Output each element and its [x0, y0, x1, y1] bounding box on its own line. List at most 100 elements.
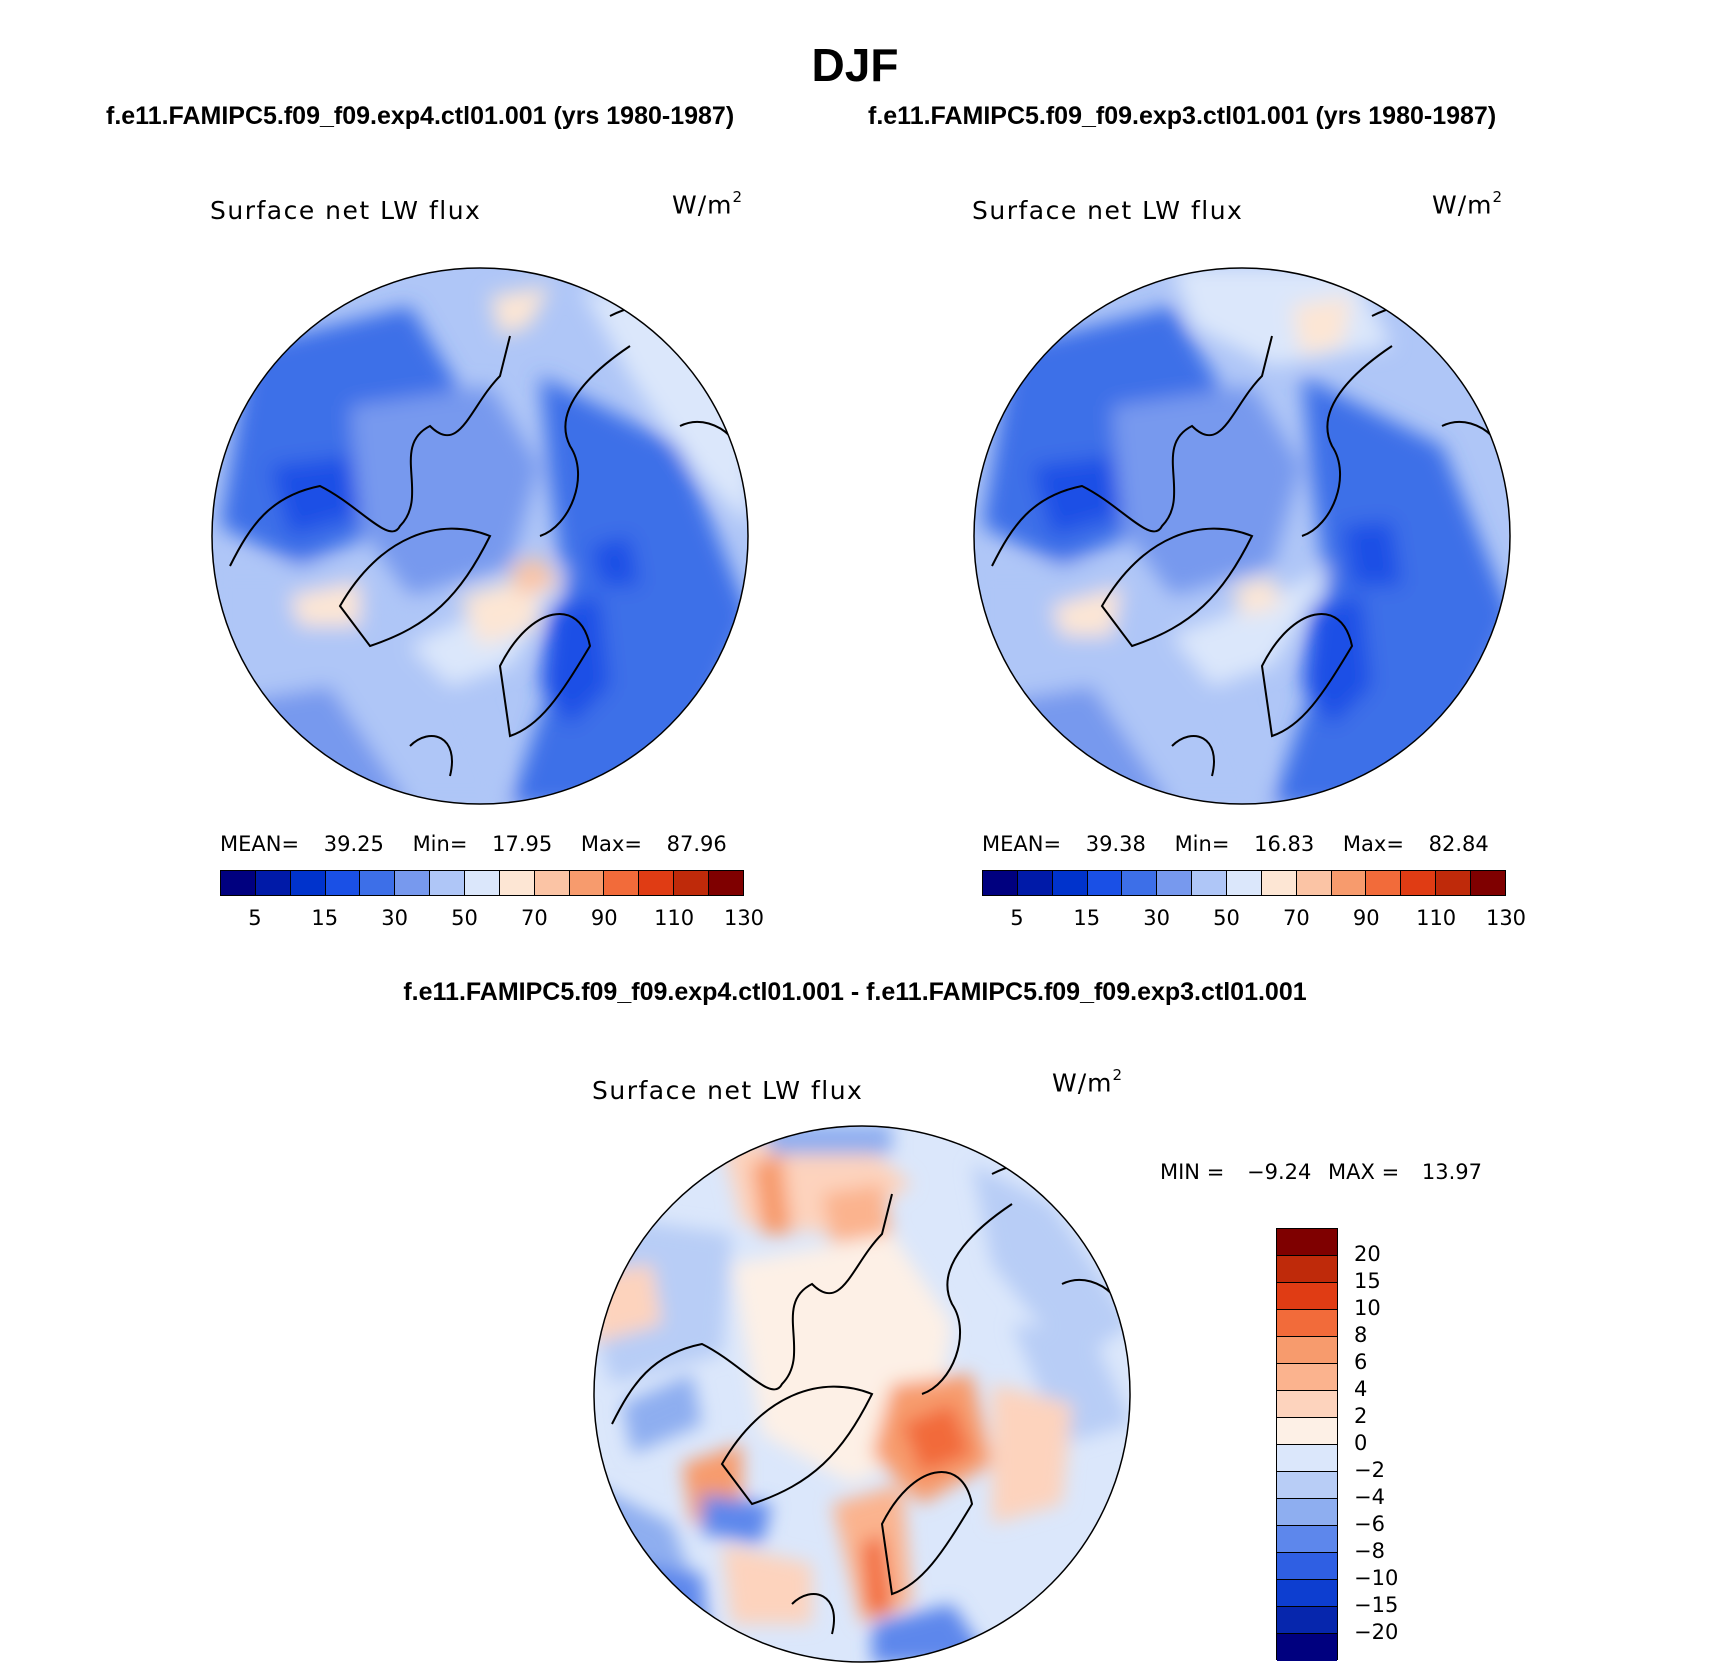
left-min-value: 17.95	[492, 832, 553, 856]
diff-colorbar-swatch	[1277, 1445, 1337, 1472]
left-colorbar-tick-label: 30	[381, 906, 409, 930]
diff-colorbar-tick-label: 8	[1354, 1323, 1368, 1347]
left-colorbar-swatch	[709, 871, 743, 895]
diff-colorbar-tick-label: −15	[1354, 1593, 1399, 1617]
left-colorbar-tick-label: 90	[590, 906, 618, 930]
diff-colorbar-swatch	[1277, 1472, 1337, 1499]
diff-colorbar-swatch	[1277, 1256, 1337, 1283]
right-colorbar-swatch	[1122, 871, 1158, 895]
right-mean-label: MEAN=	[982, 832, 1062, 856]
right-colorbar-swatch	[1436, 871, 1472, 895]
diff-panel-label: Surface net LW flux	[592, 1076, 864, 1105]
right-colorbar-tick-label: 15	[1073, 906, 1101, 930]
right-colorbar-swatch	[1227, 871, 1262, 895]
left-colorbar-swatch	[639, 871, 675, 895]
right-colorbar-swatch	[1017, 871, 1053, 895]
diff-colorbar-tick-label: 10	[1354, 1296, 1381, 1320]
left-colorbar-labels: 5 15 30 50 70 90 110 130	[220, 906, 764, 932]
left-mean-value: 39.25	[323, 832, 384, 856]
diff-colorbar-tick-label: −8	[1354, 1539, 1385, 1563]
diff-colorbar-swatch	[1277, 1634, 1337, 1661]
left-colorbar-swatch	[290, 871, 326, 895]
diff-max-value: 13.97	[1421, 1160, 1482, 1184]
right-colorbar-tick-label: 90	[1352, 906, 1380, 930]
left-colorbar-tick-label: 50	[451, 906, 478, 930]
left-colorbar-tick-label: 15	[311, 906, 339, 930]
left-polar-map	[211, 267, 749, 805]
diff-minmax: MIN = −9.24 MAX = 13.97	[1160, 1160, 1482, 1184]
left-colorbar-swatch	[360, 871, 396, 895]
diff-colorbar-labels: 20 15 10 8 6 4 2 0 −2 −4 −6 −8 −10 −15 −20	[1354, 1228, 1434, 1660]
diff-colorbar-swatch	[1277, 1364, 1337, 1391]
right-polar-map	[973, 267, 1511, 805]
diff-colorbar-swatch	[1277, 1580, 1337, 1607]
right-colorbar-tick-label: 5	[1010, 906, 1024, 930]
diff-colorbar-tick-label: −20	[1354, 1620, 1399, 1644]
diff-panel-units: W/m2	[1052, 1066, 1124, 1098]
diff-colorbar-swatch	[1277, 1499, 1337, 1526]
diff-colorbar-tick-label: 2	[1354, 1404, 1368, 1428]
right-max-value: 82.84	[1428, 832, 1489, 856]
diff-colorbar-tick-label: 6	[1354, 1350, 1368, 1374]
right-colorbar-swatch	[1296, 871, 1332, 895]
left-colorbar-swatch	[395, 871, 431, 895]
diff-colorbar-swatch	[1277, 1283, 1337, 1310]
left-colorbar-tick-label: 70	[521, 906, 548, 930]
left-colorbar-swatch	[569, 871, 605, 895]
right-mean-value: 39.38	[1085, 832, 1146, 856]
left-colorbar-tick-label: 130	[723, 906, 765, 930]
left-min-label: Min=	[412, 832, 468, 856]
diff-colorbar-swatch	[1277, 1526, 1337, 1553]
right-colorbar-tick-label: 110	[1416, 906, 1457, 930]
left-mean-label: MEAN=	[220, 832, 300, 856]
right-colorbar-swatch	[1401, 871, 1437, 895]
left-colorbar-swatch	[604, 871, 640, 895]
diff-colorbar-tick-label: −2	[1354, 1458, 1385, 1482]
diff-min-label: MIN =	[1160, 1160, 1225, 1184]
left-colorbar-tick-label: 110	[654, 906, 695, 930]
diff-colorbar-tick-label: −10	[1354, 1566, 1399, 1590]
left-colorbar-swatch	[674, 871, 710, 895]
right-colorbar-swatch	[1261, 871, 1297, 895]
right-colorbar-labels: 5 15 30 50 70 90 110 130	[982, 906, 1526, 932]
left-colorbar	[220, 870, 744, 896]
left-colorbar-swatch	[499, 871, 535, 895]
right-panel-units: W/m2	[1432, 188, 1504, 220]
right-colorbar-swatch	[1157, 871, 1193, 895]
left-colorbar-swatch	[325, 871, 361, 895]
main-title: DJF	[811, 39, 899, 91]
diff-colorbar-tick-label: 4	[1354, 1377, 1368, 1401]
left-max-label: Max=	[580, 832, 642, 856]
diff-colorbar-tick-label: 15	[1354, 1269, 1381, 1293]
right-panel-label: Surface net LW flux	[972, 196, 1244, 225]
diff-colorbar-tick-label: 0	[1354, 1431, 1368, 1455]
left-colorbar-swatch	[221, 871, 256, 895]
diff-colorbar-swatch	[1277, 1337, 1337, 1364]
right-colorbar-swatch	[1087, 871, 1123, 895]
diff-colorbar-swatch	[1277, 1391, 1337, 1418]
right-colorbar	[982, 870, 1506, 896]
diff-colorbar-swatch	[1277, 1607, 1337, 1634]
diff-colorbar-swatch	[1277, 1553, 1337, 1580]
left-panel-stats: MEAN= 39.25 Min= 17.95 Max= 87.96	[220, 832, 727, 856]
right-colorbar-tick-label: 70	[1283, 906, 1310, 930]
right-colorbar-swatch	[983, 871, 1018, 895]
left-max-value: 87.96	[666, 832, 727, 856]
left-colorbar-swatch	[430, 871, 466, 895]
right-colorbar-tick-label: 130	[1485, 906, 1527, 930]
left-colorbar-swatch	[255, 871, 291, 895]
right-colorbar-swatch	[1052, 871, 1088, 895]
left-colorbar-swatch	[534, 871, 570, 895]
diff-colorbar-swatch	[1277, 1310, 1337, 1337]
right-case-title: f.e11.FAMIPC5.f09_f09.exp3.ctl01.001 (yr…	[868, 102, 1497, 130]
left-panel-units: W/m2	[672, 188, 744, 220]
left-colorbar-swatch	[465, 871, 500, 895]
right-min-label: Min=	[1174, 832, 1230, 856]
right-colorbar-swatch	[1366, 871, 1402, 895]
diff-colorbar-tick-label: 20	[1354, 1242, 1381, 1266]
right-colorbar-tick-label: 30	[1143, 906, 1171, 930]
right-colorbar-swatch	[1192, 871, 1228, 895]
difference-polar-map	[593, 1125, 1131, 1663]
right-colorbar-tick-label: 50	[1213, 906, 1240, 930]
right-max-label: Max=	[1342, 832, 1404, 856]
